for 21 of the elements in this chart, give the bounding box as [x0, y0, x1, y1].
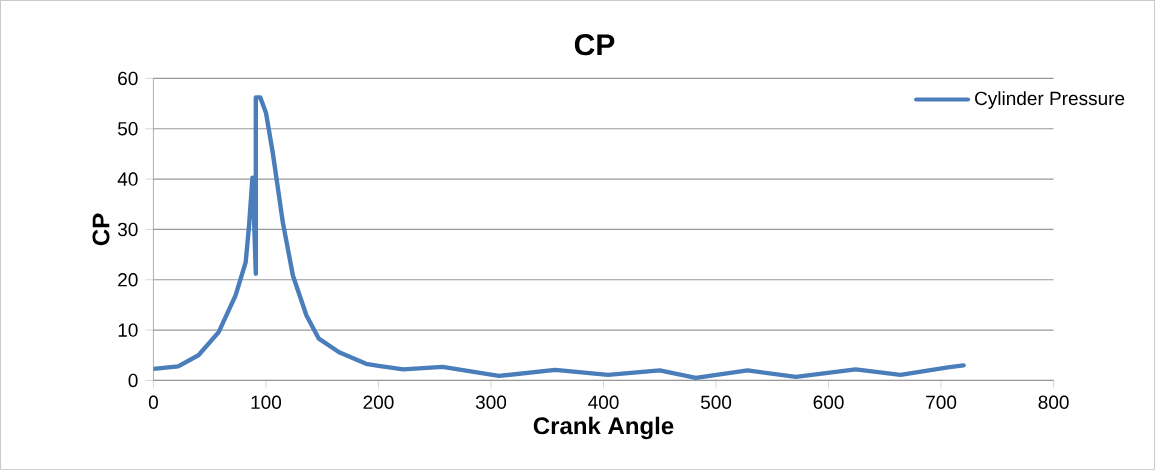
- y-tick-label: 0: [128, 373, 138, 388]
- x-tick-label: 700: [926, 395, 957, 410]
- x-tick-label: 400: [588, 395, 619, 410]
- x-tick-label: 200: [363, 395, 394, 410]
- x-tick-label: 100: [251, 395, 282, 410]
- x-tick-label: 600: [813, 395, 844, 410]
- x-tick-label: 0: [148, 395, 158, 410]
- y-tick-label: 30: [117, 222, 138, 237]
- x-tick-label: 800: [1038, 395, 1069, 410]
- y-tick-label: 40: [117, 172, 138, 186]
- x-tick-label: 300: [475, 395, 507, 410]
- y-axis-title: CP: [92, 213, 110, 246]
- line-series: [153, 95, 966, 381]
- legend-label: Cylinder Pressure: [975, 91, 1125, 109]
- y-tick-label: 50: [117, 122, 138, 136]
- y-tick-label: 60: [118, 71, 138, 86]
- chart-title: CP: [574, 34, 615, 56]
- y-tick-label: 20: [118, 273, 138, 287]
- x-axis-title: Crank Angle: [533, 416, 674, 440]
- y-tick-label: 10: [118, 323, 138, 337]
- x-tick-label: 500: [700, 395, 732, 410]
